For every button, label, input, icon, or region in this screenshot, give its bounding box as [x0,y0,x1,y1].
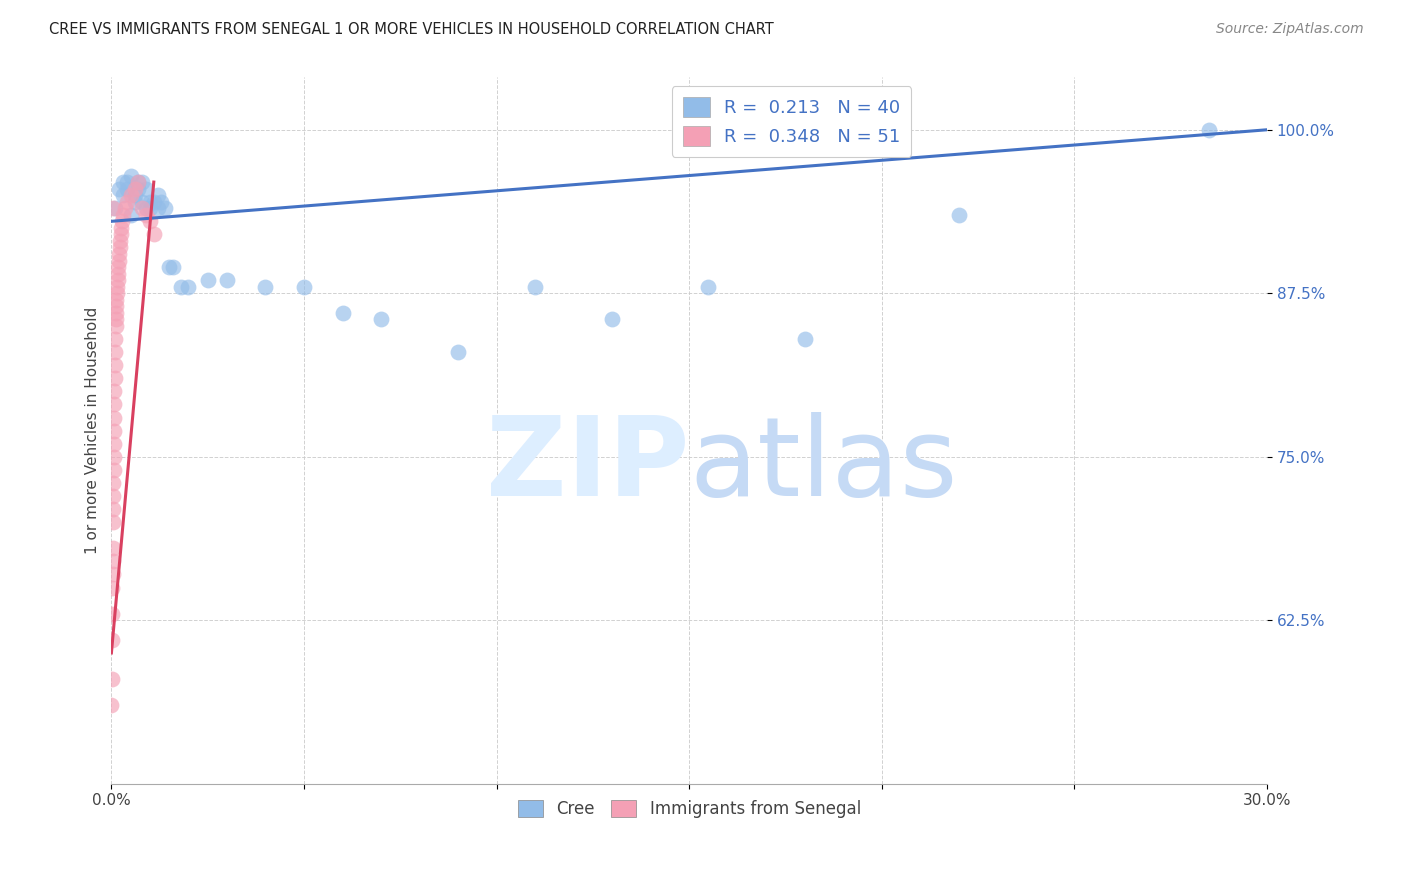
Point [155,201,177,215]
Point [370,312,392,326]
Point [105,286,128,301]
Point [101,632,124,647]
Point [139,201,162,215]
Text: Source: ZipAtlas.com: Source: ZipAtlas.com [1216,22,1364,37]
Point [162,260,184,274]
Point [142,194,165,209]
Point [103,436,125,450]
Point [103,463,125,477]
Point [146,188,169,202]
Point [108,240,131,254]
Point [135,181,157,195]
Point [124,181,146,195]
Point [103,397,125,411]
Point [127,181,149,195]
Point [104,318,127,333]
Point [150,194,173,209]
Point [197,273,219,287]
Point [146,201,169,215]
Point [170,279,193,293]
Point [215,273,238,287]
Point [292,279,315,293]
Point [131,175,153,189]
Point [111,208,134,222]
Point [524,279,547,293]
Point [600,312,623,326]
Point [101,201,124,215]
Point [948,208,970,222]
Point [101,607,124,621]
Point [101,581,124,595]
Point [157,260,180,274]
Point [103,502,125,516]
Point [139,194,162,209]
Text: ZIP: ZIP [486,412,689,519]
Point [107,253,129,268]
Point [111,175,134,189]
Point [100,698,122,713]
Point [111,188,134,202]
Point [115,175,138,189]
Point [110,227,132,242]
Point [332,306,354,320]
Point [114,201,136,215]
Y-axis label: 1 or more Vehicles in Household: 1 or more Vehicles in Household [86,307,100,554]
Point [103,384,125,399]
Point [131,194,153,209]
Point [101,672,124,686]
Point [104,312,127,326]
Point [793,332,815,346]
Point [101,567,124,582]
Point [104,332,127,346]
Point [108,181,131,195]
Text: CREE VS IMMIGRANTS FROM SENEGAL 1 OR MORE VEHICLES IN HOUSEHOLD CORRELATION CHAR: CREE VS IMMIGRANTS FROM SENEGAL 1 OR MOR… [49,22,773,37]
Point [105,306,128,320]
Point [254,279,277,293]
Point [1198,122,1220,136]
Point [107,273,129,287]
Point [127,175,149,189]
Point [101,541,124,556]
Point [103,475,125,490]
Point [124,188,146,202]
Legend: Cree, Immigrants from Senegal: Cree, Immigrants from Senegal [510,793,868,825]
Point [447,345,470,359]
Point [127,175,149,189]
Text: atlas: atlas [689,412,957,519]
Point [131,201,153,215]
Point [120,169,142,183]
Point [142,227,165,242]
Point [105,279,128,293]
Point [105,299,128,313]
Point [103,424,125,438]
Point [103,410,125,425]
Point [103,489,125,503]
Point [115,181,138,195]
Point [104,201,127,215]
Point [135,201,157,215]
Point [104,358,127,372]
Point [105,293,128,307]
Point [120,188,142,202]
Point [101,515,124,529]
Point [697,279,720,293]
Point [110,220,132,235]
Point [115,194,138,209]
Point [108,234,131,248]
Point [107,260,129,274]
Point [120,208,142,222]
Point [139,214,162,228]
Point [104,371,127,385]
Point [177,279,200,293]
Point [104,345,127,359]
Point [107,267,129,281]
Point [108,247,131,261]
Point [111,214,134,228]
Point [101,554,124,568]
Point [103,450,125,464]
Point [135,208,157,222]
Point [124,194,146,209]
